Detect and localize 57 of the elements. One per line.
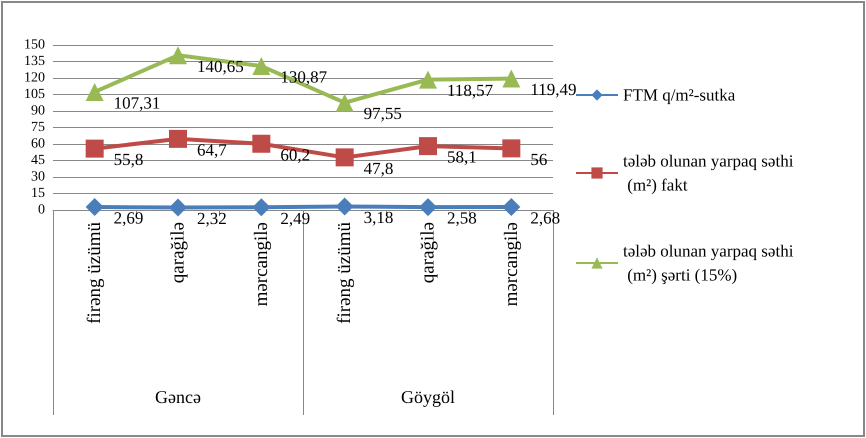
legend-label: FTM q/m²-sutka <box>623 86 736 104</box>
text: Gəncə <box>155 387 201 407</box>
data-label: 55,8 <box>114 150 144 170</box>
point <box>86 140 104 158</box>
point <box>336 148 354 166</box>
data-label: 97,55 <box>364 104 402 124</box>
y-tick-label: 60 <box>31 136 45 152</box>
x-tick-label: qarağilə <box>168 222 188 284</box>
data-label: 47,8 <box>364 158 394 178</box>
legend-label: tələb olunan yarpaq səthi (m²) şərti (15%) <box>623 242 794 284</box>
data-label: 56 <box>530 150 548 169</box>
y-tick-label: 45 <box>31 153 45 168</box>
point <box>169 46 187 64</box>
point <box>336 94 354 112</box>
point <box>252 198 270 216</box>
data-label: 58,1 <box>447 148 477 167</box>
x-tick-label: mərcangilə <box>500 222 522 306</box>
y-tick-label: 30 <box>31 170 45 184</box>
point <box>502 198 520 216</box>
point <box>336 198 354 216</box>
y-tick-label: 105 <box>24 87 45 102</box>
point <box>419 137 437 156</box>
point <box>419 70 437 89</box>
x-tick-label: firəng üzümü <box>334 222 356 324</box>
data-label: 2,58 <box>447 208 477 228</box>
point <box>502 70 520 88</box>
data-label: 60,2 <box>280 145 310 164</box>
x-tick-label: firəng üzümü <box>84 222 106 324</box>
y-tick-label: 0 <box>38 202 45 218</box>
data-label: 118,57 <box>447 81 494 100</box>
point <box>252 57 270 76</box>
data-label: 2,68 <box>530 208 560 228</box>
point <box>169 130 187 148</box>
data-label: 140,65 <box>197 56 244 76</box>
y-tick-label: 75 <box>31 120 45 135</box>
x-tick-label: qarağilə <box>418 222 438 284</box>
data-label: 119,49 <box>530 80 576 100</box>
y-tick-label: 120 <box>24 70 45 86</box>
y-tick-label: 135 <box>24 54 45 69</box>
point <box>502 139 520 158</box>
x-tick-label: mərcangilə <box>250 222 272 306</box>
y-tick-label: 15 <box>31 186 45 201</box>
y-tick-label: 90 <box>31 104 45 118</box>
legend-label: tələb olunan yarpaq səthi (m²) fakt <box>623 152 794 194</box>
point <box>86 198 104 216</box>
data-label: 2,49 <box>280 208 310 228</box>
data-label: 64,7 <box>197 140 228 160</box>
point <box>86 82 104 101</box>
data-label: 107,31 <box>114 93 160 112</box>
point <box>419 198 437 216</box>
data-label: 2,32 <box>197 208 227 228</box>
data-label: 3,18 <box>364 208 394 227</box>
point <box>169 198 187 216</box>
point <box>252 134 270 153</box>
text: Göygöl <box>401 387 455 407</box>
data-label: 2,69 <box>114 208 144 228</box>
y-tick-label: 150 <box>24 38 45 52</box>
